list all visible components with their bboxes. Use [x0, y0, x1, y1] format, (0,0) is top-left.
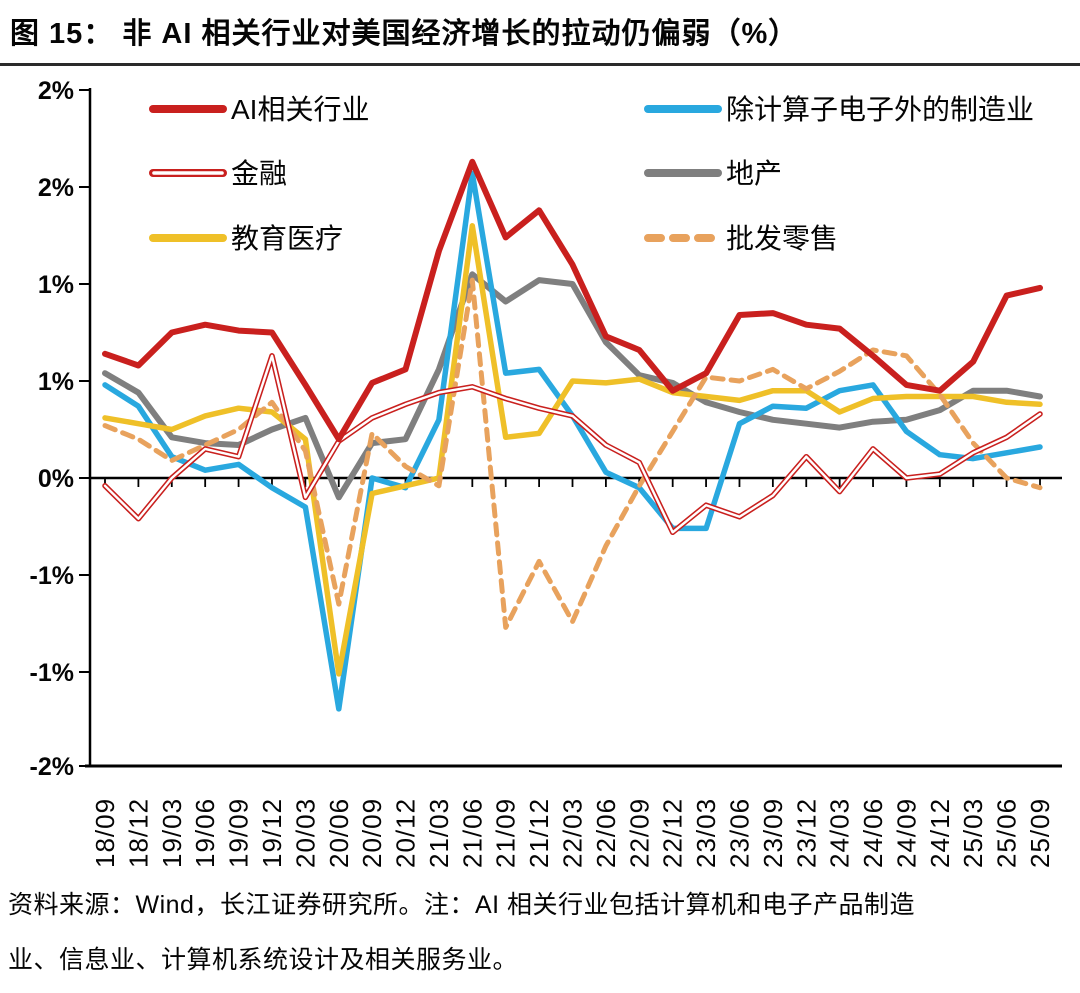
x-axis-label: 24/12 — [925, 798, 955, 868]
source-note-line1: 资料来源：Wind，长江证券研究所。注：AI 相关行业包括计算机和电子产品制造 — [8, 891, 916, 919]
y-axis-label: 1% — [38, 271, 74, 299]
x-axis-label: 22/12 — [658, 798, 688, 868]
series-line-inner-金融 — [103, 354, 1042, 534]
x-axis-label: 20/12 — [391, 798, 421, 868]
legend-label-除计算子电子外的制造业: 除计算子电子外的制造业 — [726, 94, 1034, 125]
x-axis-label: 19/12 — [257, 798, 287, 868]
title-divider — [0, 63, 1080, 66]
y-axis-label: -2% — [30, 753, 74, 781]
y-axis-label: -1% — [30, 562, 74, 590]
y-axis-label: 2% — [38, 77, 74, 105]
series-line-教育医疗 — [102, 223, 1043, 677]
legend-label-教育医疗: 教育医疗 — [231, 223, 343, 254]
y-axis-label: 0% — [38, 465, 74, 493]
x-axis-label: 18/12 — [123, 798, 153, 868]
legend-label-金融: 金融 — [231, 158, 287, 189]
x-axis-label: 19/03 — [157, 798, 187, 868]
x-axis-label: 20/06 — [324, 798, 354, 868]
x-axis-label: 24/09 — [891, 798, 921, 868]
x-axis-label: 25/09 — [1025, 798, 1055, 868]
series-line-AI相关行业 — [102, 158, 1043, 443]
x-axis-label: 25/06 — [992, 798, 1022, 868]
series-line-批发零售 — [102, 277, 1043, 630]
x-axis-label: 18/09 — [90, 798, 120, 868]
legend-label-地产: 地产 — [726, 158, 782, 189]
x-axis-label: 23/09 — [758, 798, 788, 868]
x-axis-label: 19/06 — [190, 798, 220, 868]
figure-title: 图 15： 非 AI 相关行业对美国经济增长的拉动仍偏弱（%） — [10, 18, 799, 50]
y-axis-label: 2% — [38, 174, 74, 202]
x-axis-label: 21/06 — [457, 798, 487, 868]
series-line-地产 — [102, 271, 1043, 501]
x-axis-label: 23/06 — [724, 798, 754, 868]
source-note-line2: 业、信息业、计算机系统设计及相关服务业。 — [8, 946, 519, 974]
legend-label-批发零售: 批发零售 — [726, 223, 838, 254]
x-axis-label: 24/06 — [858, 798, 888, 868]
y-axis-label: 1% — [38, 368, 74, 396]
x-axis-label: 24/03 — [825, 798, 855, 868]
x-axis-label: 22/09 — [624, 798, 654, 868]
x-axis-label: 20/03 — [290, 798, 320, 868]
x-axis-label: 22/06 — [591, 798, 621, 868]
x-axis-label: 20/09 — [357, 798, 387, 868]
x-axis-label: 25/03 — [958, 798, 988, 868]
x-axis-label: 21/09 — [491, 798, 521, 868]
x-axis-label: 22/03 — [558, 798, 588, 868]
legend-label-AI相关行业: AI相关行业 — [231, 94, 369, 125]
x-axis-label: 21/03 — [424, 798, 454, 868]
x-axis-label: 23/12 — [791, 798, 821, 868]
x-axis-label: 23/03 — [691, 798, 721, 868]
x-axis-label: 21/12 — [524, 798, 554, 868]
y-axis-label: -1% — [30, 659, 74, 687]
x-axis-label: 19/09 — [224, 798, 254, 868]
